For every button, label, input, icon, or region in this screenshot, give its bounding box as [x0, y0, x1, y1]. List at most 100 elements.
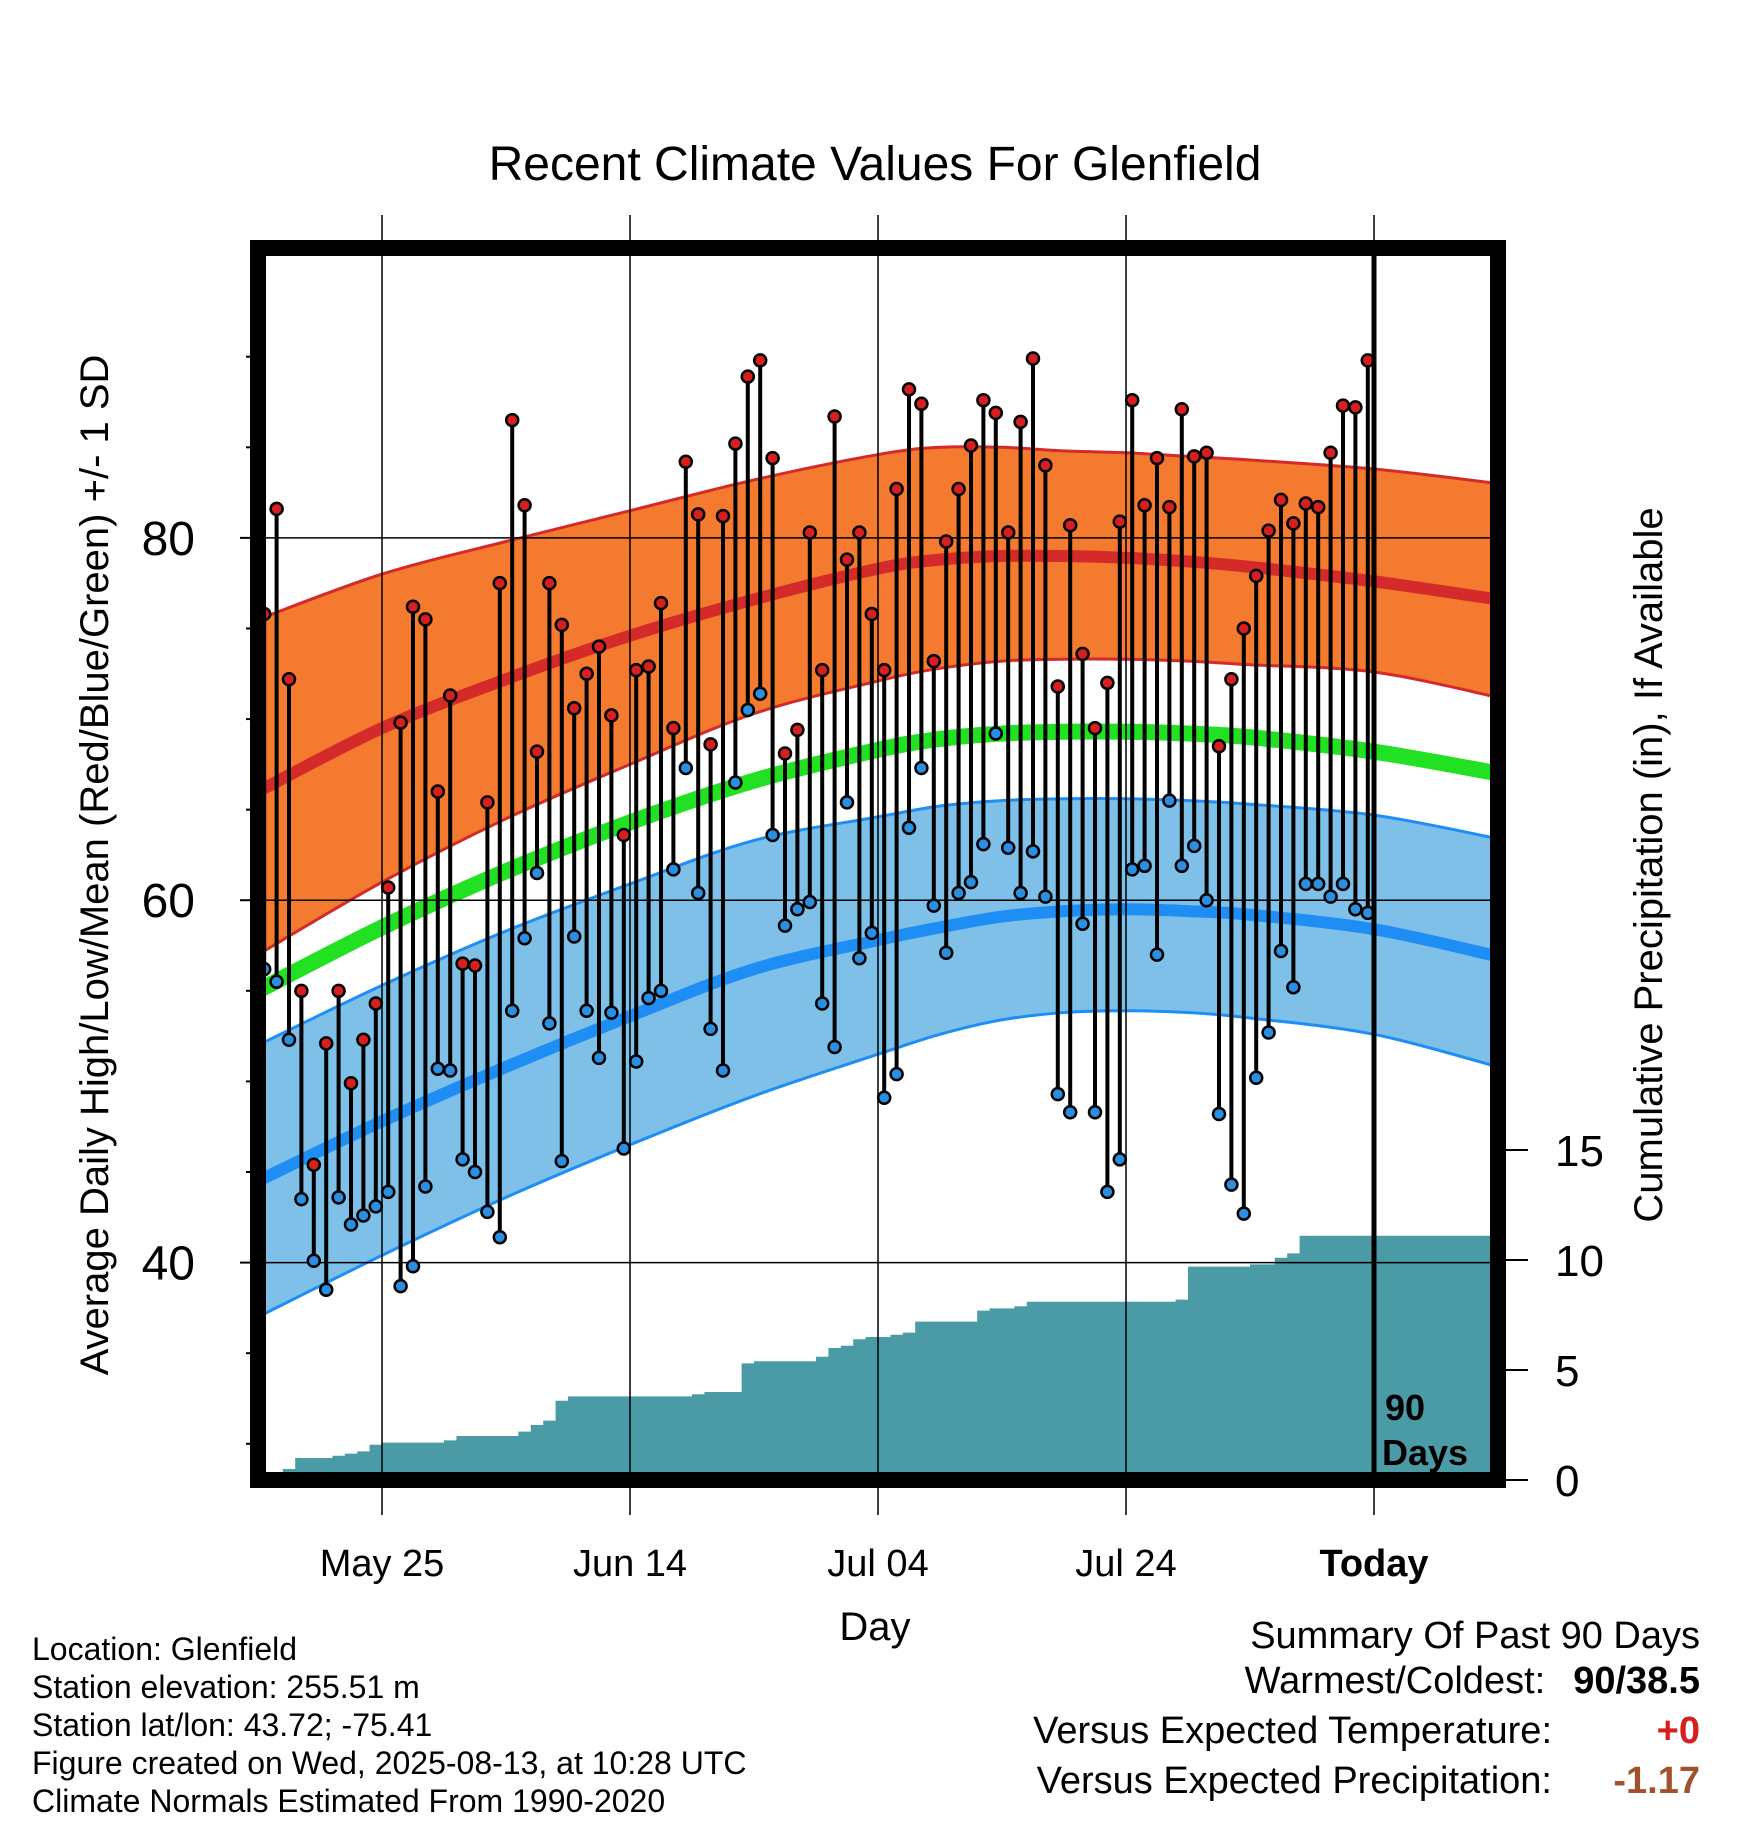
low-point: [1224, 1177, 1239, 1192]
low-point: [380, 1184, 396, 1200]
location-text: Location: Glenfield: [32, 1631, 298, 1667]
low-point: [492, 1229, 508, 1245]
high-point: [802, 525, 818, 540]
y-tick-label: 60: [142, 875, 195, 928]
high-point: [628, 662, 644, 678]
x-axis-label: Day: [839, 1605, 910, 1649]
station-info: Location: Glenfield Station elevation: 2…: [32, 1630, 746, 1820]
low-point: [455, 1152, 470, 1167]
precip-diff-row: Versus Expected Precipitation: -1.17: [1033, 1760, 1700, 1810]
high-point: [1149, 450, 1165, 466]
high-point: [765, 450, 780, 466]
low-point: [1087, 1104, 1103, 1120]
low-point: [864, 925, 880, 941]
precip-diff-label: Versus Expected Precipitation:: [1036, 1760, 1552, 1802]
low-point: [653, 983, 669, 999]
low-point: [1261, 1025, 1276, 1040]
low-point: [1149, 947, 1165, 962]
today-days-number: 90: [1385, 1387, 1425, 1428]
low-point: [889, 1066, 904, 1082]
high-point: [728, 436, 743, 451]
low-point: [1013, 885, 1028, 901]
low-point: [1199, 892, 1214, 908]
low-point: [963, 874, 979, 890]
high-point: [914, 396, 929, 412]
low-point: [281, 1032, 297, 1047]
low-point: [356, 1208, 371, 1223]
low-point: [430, 1061, 446, 1076]
low-point: [1100, 1184, 1115, 1200]
low-point: [790, 902, 805, 917]
low-point: [802, 894, 818, 910]
high-point: [579, 666, 594, 682]
high-point: [430, 784, 446, 799]
low-point: [938, 945, 954, 961]
high-point: [1224, 671, 1239, 687]
high-point: [1137, 498, 1152, 513]
low-point: [988, 726, 1004, 741]
high-point: [1000, 525, 1016, 540]
high-point: [901, 382, 917, 397]
high-point: [269, 501, 284, 517]
high-point: [1174, 401, 1190, 417]
high-point: [777, 746, 793, 761]
low-point: [765, 827, 780, 843]
chart-title: Recent Climate Values For Glenfield: [489, 138, 1262, 191]
low-point: [703, 1021, 718, 1037]
low-point: [876, 1090, 892, 1105]
temp-diff-value: +0: [1656, 1710, 1700, 1752]
high-point: [529, 744, 545, 759]
high-point: [1025, 351, 1041, 366]
low-point: [641, 990, 656, 1006]
high-point: [1162, 499, 1177, 515]
high-point: [690, 507, 706, 522]
high-point: [926, 653, 942, 669]
high-point: [1087, 720, 1103, 736]
low-point: [1038, 889, 1053, 904]
high-sd-band: [258, 446, 1498, 955]
low-point: [1062, 1104, 1078, 1120]
high-point: [1286, 516, 1301, 531]
low-point: [294, 1191, 309, 1207]
high-point: [318, 1036, 334, 1051]
daily-stems-layer: [262, 358, 1370, 1290]
low-point: [1248, 1070, 1264, 1086]
axes-layer: 40 60 80 0 5 10 15 May 25 Jun 14 Jul 04 Jul 24 Toda…: [142, 240, 1604, 1585]
high-point: [455, 956, 470, 971]
high-point: [604, 708, 619, 723]
low-point: [269, 974, 284, 990]
summary-panel: Summary Of Past 90 Days Warmest/Coldest:…: [1033, 1612, 1700, 1810]
high-point: [864, 606, 880, 622]
high-point: [988, 405, 1004, 421]
high-point: [492, 575, 508, 591]
high-point: [405, 599, 421, 614]
low-point: [1348, 902, 1363, 917]
high-point: [703, 737, 718, 752]
daily-dots-layer: [256, 351, 1376, 1298]
high-point: [343, 1075, 359, 1091]
grid-layer: [258, 215, 1498, 1515]
created-text: Figure created on Wed, 2025-08-13, at 10…: [32, 1745, 747, 1781]
summary-heading: Summary Of Past 90 Days: [1250, 1615, 1700, 1657]
low-point: [1335, 876, 1351, 892]
high-point: [517, 498, 532, 513]
high-point: [976, 392, 991, 408]
high-point: [393, 715, 408, 730]
low-point: [331, 1190, 346, 1205]
high-point: [1310, 499, 1326, 515]
low-point: [1137, 858, 1152, 874]
low-point: [1075, 916, 1090, 932]
low-point: [405, 1258, 421, 1274]
low-point: [1186, 838, 1202, 854]
warmest-coldest-value: 90/38.5: [1573, 1660, 1700, 1702]
low-point: [628, 1054, 644, 1069]
low-point: [715, 1063, 731, 1078]
low-point: [740, 702, 756, 718]
elevation-text: Station elevation: 255.51 m: [32, 1669, 420, 1705]
low-point: [1000, 840, 1016, 855]
low-point: [814, 996, 830, 1011]
high-point: [380, 880, 396, 895]
low-point: [1025, 844, 1041, 859]
high-point: [1038, 458, 1053, 473]
